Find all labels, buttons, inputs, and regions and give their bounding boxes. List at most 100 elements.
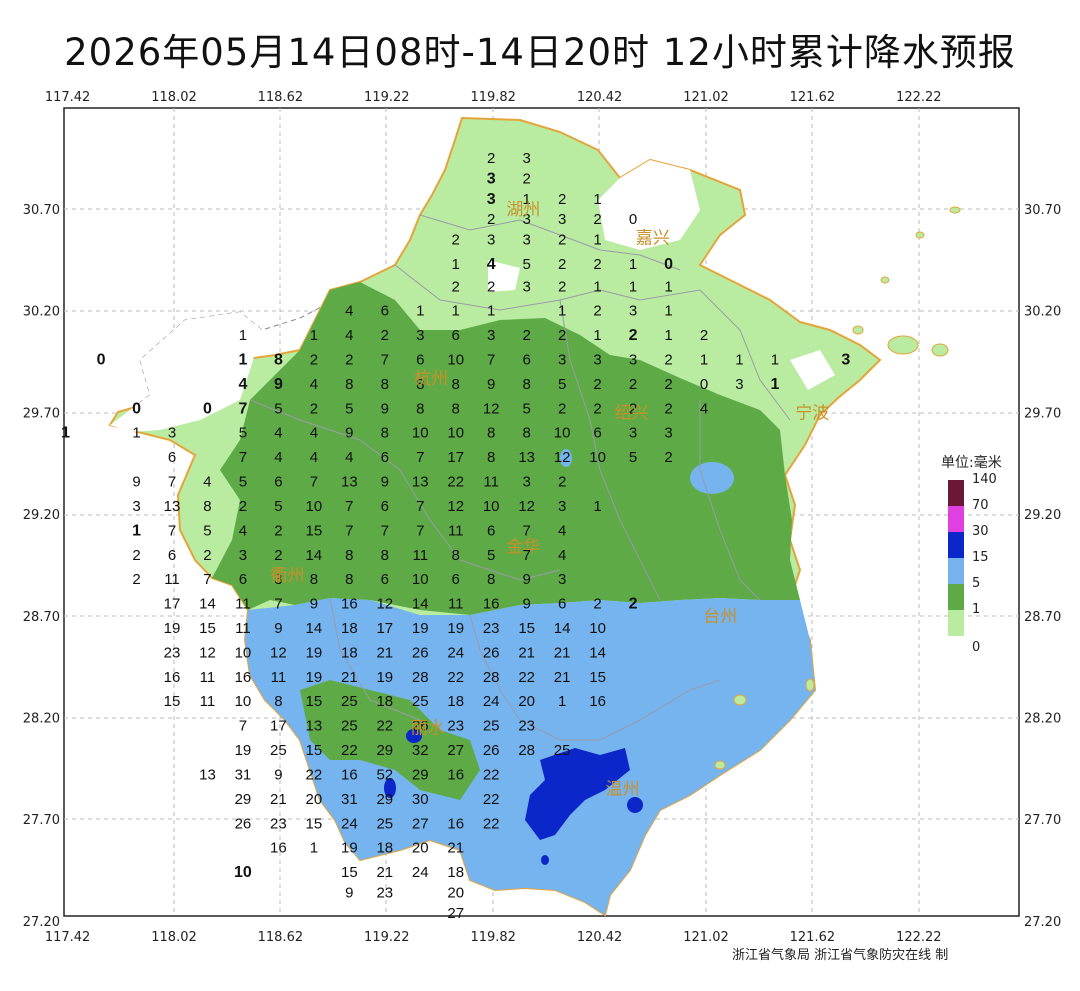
city-label: 台州 bbox=[703, 607, 737, 627]
precip-value: 3 bbox=[629, 425, 637, 442]
precip-value: 12 bbox=[447, 498, 464, 515]
precip-value: 2 bbox=[700, 327, 708, 344]
precipitation-values: 2 33 23 1 2 12 3 3 2 02 3 3 2 11 4 5 2 2 1 02 2 3 2 1 1 14 6 1 1 1 1 2 3… bbox=[61, 150, 850, 922]
precip-value: 1 bbox=[487, 303, 495, 320]
precip-value: 28 bbox=[412, 669, 429, 686]
precip-value: 2 bbox=[310, 400, 318, 417]
precip-value: 1 bbox=[593, 278, 601, 295]
lon-tick-top: 118.62 bbox=[258, 90, 304, 105]
precip-value: 20 bbox=[306, 791, 323, 808]
precip-value: 7 bbox=[345, 522, 353, 539]
legend-label: 70 bbox=[972, 498, 989, 513]
lat-tick-left: 28.20 bbox=[23, 712, 60, 727]
rain-15-30-area bbox=[245, 598, 815, 915]
precip-value: 6 bbox=[452, 571, 460, 588]
precip-value: 15 bbox=[199, 620, 216, 637]
legend-row: 5 bbox=[940, 576, 1030, 610]
precip-value: 21 bbox=[518, 644, 535, 661]
city-label: 绍兴 bbox=[615, 403, 649, 423]
rain-15-30-patches bbox=[442, 449, 734, 708]
precip-value: 14 bbox=[589, 644, 606, 661]
lon-tick-bottom: 119.82 bbox=[470, 930, 516, 945]
precip-value: 3 bbox=[522, 278, 530, 295]
precip-value: 12 bbox=[270, 644, 287, 661]
precip-value: 2 bbox=[522, 327, 530, 344]
lat-tick-right: 27.20 bbox=[1024, 915, 1061, 930]
precip-value: 2 bbox=[593, 400, 601, 417]
precip-value: 2 bbox=[593, 211, 601, 228]
precip-value: 21 bbox=[554, 669, 571, 686]
precip-value: 18 bbox=[376, 840, 393, 857]
longitude-ticks-top: 117.42 118.02 118.62 119.22 119.82 120.42 121.… bbox=[45, 90, 942, 105]
precip-value: 18 bbox=[341, 644, 358, 661]
precip-value: 12 bbox=[518, 498, 535, 515]
precip-value: 1 bbox=[452, 303, 460, 320]
precip-value: 26 bbox=[235, 815, 252, 832]
precip-value: 8 bbox=[203, 498, 211, 515]
precip-value: 3 bbox=[522, 474, 530, 491]
legend-swatch bbox=[948, 532, 964, 558]
city-label: 湖州 bbox=[506, 200, 540, 220]
precip-value: 19 bbox=[412, 620, 429, 637]
lon-tick-top: 121.02 bbox=[683, 90, 729, 105]
precip-value: 3 bbox=[487, 327, 495, 344]
precip-value: 7 bbox=[416, 522, 424, 539]
precip-value: 3 bbox=[132, 498, 140, 515]
legend-label: 5 bbox=[972, 576, 981, 591]
precip-value: 3 bbox=[558, 352, 566, 369]
precip-value: 8 bbox=[522, 425, 530, 442]
lat-tick-left: 29.20 bbox=[23, 508, 60, 523]
precip-value: 8 bbox=[452, 400, 460, 417]
legend-swatch bbox=[948, 506, 964, 532]
precip-value: 6 bbox=[239, 571, 247, 588]
precip-value: 20 bbox=[518, 693, 535, 710]
precip-value: 10 bbox=[447, 425, 464, 442]
precip-value: 25 bbox=[270, 742, 287, 759]
precip-value: 6 bbox=[452, 327, 460, 344]
city-label: 衢州 bbox=[270, 565, 304, 586]
precip-value: 15 bbox=[164, 693, 181, 710]
precip-value: 6 bbox=[558, 596, 566, 613]
precip-value: 9 bbox=[274, 766, 282, 783]
legend-row: 140 bbox=[940, 472, 1030, 506]
precip-value: 4 bbox=[487, 256, 496, 273]
precip-value: 8 bbox=[310, 571, 318, 588]
lon-tick-bottom: 118.62 bbox=[258, 930, 304, 945]
precip-value: 10 bbox=[412, 571, 429, 588]
precip-value: 2 bbox=[664, 352, 672, 369]
precip-value: 1 bbox=[771, 352, 779, 369]
legend-label: 15 bbox=[972, 550, 989, 565]
precip-value: 3 bbox=[416, 327, 424, 344]
precip-value: 32 bbox=[412, 742, 429, 759]
precip-value: 16 bbox=[164, 669, 181, 686]
lon-tick-bottom: 117.42 bbox=[45, 930, 91, 945]
precip-value: 1 bbox=[310, 327, 318, 344]
precip-value: 22 bbox=[518, 669, 535, 686]
precip-value: 2 bbox=[274, 547, 282, 564]
precip-value: 3 bbox=[664, 425, 672, 442]
precip-value: 6 bbox=[593, 425, 601, 442]
precip-value: 10 bbox=[306, 498, 323, 515]
precip-value: 16 bbox=[589, 693, 606, 710]
precip-value: 1 bbox=[239, 327, 247, 344]
rain-30-70-area bbox=[384, 729, 643, 865]
precip-value: 15 bbox=[518, 620, 535, 637]
precip-value: 5 bbox=[239, 425, 247, 442]
legend-swatch bbox=[948, 610, 964, 636]
precip-value: 22 bbox=[483, 815, 500, 832]
city-label: 温州 bbox=[606, 780, 640, 800]
precip-value: 10 bbox=[483, 498, 500, 515]
latitude-ticks-left: 30.70 30.20 29.70 29.20 28.70 28.20 27.70 27.20 bbox=[23, 203, 60, 930]
precip-value: 2 bbox=[664, 449, 672, 466]
precip-value: 14 bbox=[306, 547, 323, 564]
legend-swatch bbox=[948, 584, 964, 610]
lat-tick-left: 27.20 bbox=[23, 915, 60, 930]
precip-value: 18 bbox=[341, 620, 358, 637]
precip-value: 8 bbox=[452, 376, 460, 393]
lon-tick-bottom: 118.02 bbox=[151, 930, 197, 945]
precip-value: 0 bbox=[97, 352, 106, 369]
credit-text: 浙江省气象局 浙江省气象防灾在线 制 bbox=[732, 948, 949, 963]
precip-value: 20 bbox=[412, 840, 429, 857]
precip-value: 29 bbox=[235, 791, 252, 808]
precip-value: 7 bbox=[381, 352, 389, 369]
